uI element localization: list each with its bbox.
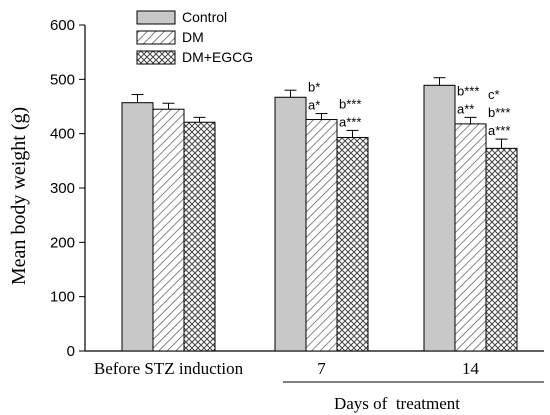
y-tick-label: 600 (50, 17, 75, 34)
error-bars (131, 77, 508, 149)
y-tick-label: 300 (50, 180, 75, 197)
legend-swatch (136, 30, 176, 45)
significance-label: b* (308, 80, 320, 95)
bar-dm-1 (305, 119, 338, 352)
legend-swatch (136, 10, 176, 25)
legend-label: DM (182, 29, 204, 45)
y-tick-label: 500 (50, 71, 75, 88)
y-axis: 0 100 200 300 400 500 600 (50, 17, 86, 360)
significance-label: c* (488, 87, 500, 102)
category-label: 7 (317, 359, 326, 378)
significance-label: b*** (339, 96, 361, 111)
bar-control-0 (121, 102, 154, 352)
y-tick-label: 400 (50, 126, 75, 143)
legend-swatch (136, 50, 176, 65)
category-label: 14 (462, 359, 480, 378)
significance-annotations: b* a* b*** a** b*** a*** c* b*** a*** (308, 80, 510, 139)
y-tick-label: 0 (67, 343, 75, 360)
bar-dm-0 (152, 108, 185, 352)
category-label: Before STZ induction (94, 359, 244, 378)
y-axis-title: Mean body weight (g) (8, 107, 30, 285)
bar-control-2 (423, 84, 456, 352)
legend-label: Control (182, 9, 227, 25)
category-labels: Before STZ induction 7 14 (94, 359, 480, 378)
legend: Control DM DM+EGCG (136, 9, 253, 65)
legend-label: DM+EGCG (182, 49, 253, 65)
significance-label: b*** (457, 83, 479, 98)
significance-label: a*** (339, 114, 361, 129)
bar-dm-egcg-1 (336, 136, 369, 352)
significance-label: a** (457, 101, 474, 116)
bars (121, 84, 518, 352)
significance-label: a* (308, 98, 320, 113)
significance-label: b*** (488, 105, 510, 120)
x-axis-title: Days of treatment (334, 394, 460, 413)
bar-control-1 (274, 96, 307, 352)
y-tick-label: 100 (50, 289, 75, 306)
bar-dm-egcg-2 (485, 147, 518, 352)
bar-dm-2 (454, 123, 487, 352)
significance-label: a*** (488, 123, 510, 138)
y-tick-label: 200 (50, 234, 75, 251)
bar-dm-egcg-0 (183, 121, 216, 352)
